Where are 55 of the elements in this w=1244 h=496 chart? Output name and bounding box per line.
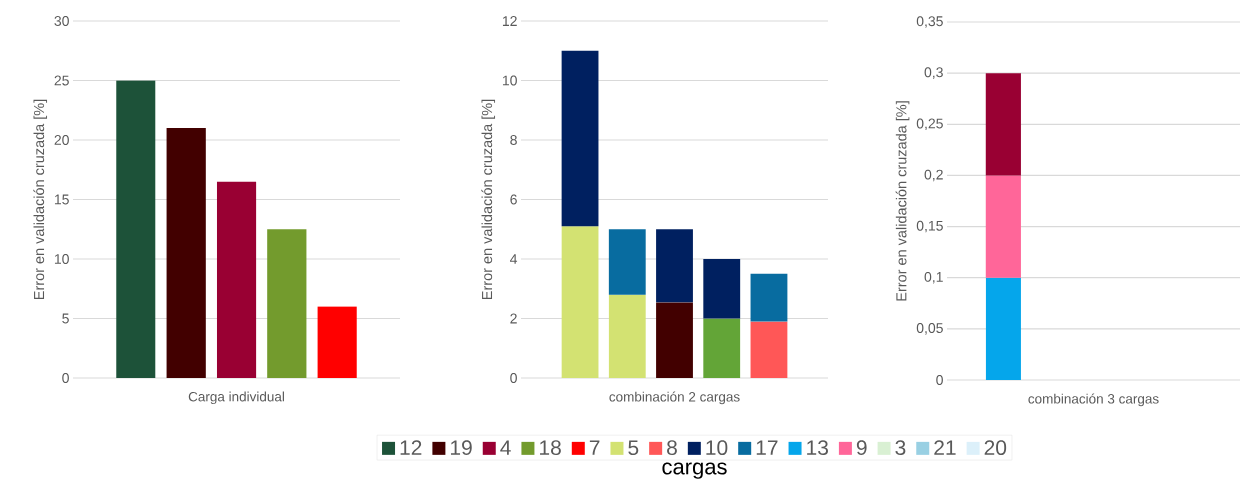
bar	[656, 229, 693, 303]
y-tick-label: 4	[510, 254, 518, 264]
legend-label: 21	[934, 440, 956, 455]
y-tick-label: 6	[510, 194, 517, 205]
y-tick-label: 0,2	[924, 169, 943, 182]
bar	[703, 259, 741, 319]
y-axis-title: Error en validación cruzada [%]	[895, 101, 910, 301]
y-tick-label: 0,35	[916, 16, 943, 28]
y-tick-label: 12	[502, 16, 517, 26]
legend-label: 5	[628, 440, 639, 456]
y-tick-label: 25	[54, 75, 69, 86]
y-tick-label: 0	[936, 375, 943, 385]
bar	[561, 50, 599, 227]
legend-label: 18	[540, 440, 561, 456]
y-tick-label: 0,25	[916, 118, 943, 131]
bar	[985, 175, 1021, 278]
y-tick-label: 0	[510, 373, 517, 383]
x-axis-title: combinación 3 cargas	[1028, 393, 1159, 407]
bar	[608, 294, 646, 378]
legend-label: 9	[856, 440, 867, 456]
y-axis-title: Error en validación cruzada [%]	[33, 99, 48, 300]
y-tick-label: 0,1	[924, 271, 943, 284]
legend-label: 13	[807, 440, 828, 456]
bar	[985, 73, 1021, 176]
y-tick-label: 30	[54, 16, 69, 26]
bar	[656, 302, 693, 378]
legend-label: 12	[400, 440, 422, 455]
legend-label: 19	[450, 440, 472, 456]
y-tick-label: 10	[54, 254, 69, 264]
x-axis-title: combinación 2 cargas	[609, 391, 740, 405]
legend-label: 20	[984, 440, 1007, 456]
bar	[985, 277, 1021, 380]
bar	[703, 318, 741, 378]
bar	[561, 226, 599, 378]
x-axis-title: Carga individual	[188, 391, 284, 405]
y-tick-label: 0,05	[916, 323, 943, 335]
y-tick-label: 10	[502, 75, 517, 86]
y-tick-label: 2	[510, 313, 517, 324]
bar	[750, 273, 788, 322]
legend-label: 10	[706, 440, 728, 456]
legend-label: 7	[589, 440, 600, 455]
y-tick-label: 8	[510, 135, 517, 145]
bar	[750, 321, 788, 378]
y-tick-label: 0	[62, 373, 69, 383]
y-tick-label: 20	[54, 135, 69, 145]
y-tick-label: 5	[62, 313, 69, 324]
y-tick-label: 0,3	[924, 67, 943, 79]
bar	[608, 229, 646, 295]
legend-title: cargas	[662, 462, 727, 479]
y-tick-label: 15	[54, 194, 69, 205]
y-axis-title: Error en validación cruzada [%]	[481, 99, 496, 300]
legend-label: 8	[667, 440, 677, 456]
y-tick-label: 0,15	[916, 220, 943, 233]
legend-label: 17	[756, 440, 778, 455]
legend-label: 3	[895, 440, 906, 456]
